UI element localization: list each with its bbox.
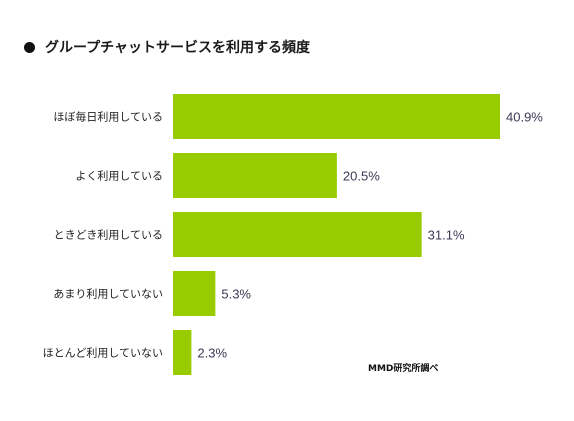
- bar-3: [173, 212, 422, 257]
- category-label-1: ほぼ毎日利用している: [53, 111, 163, 124]
- category-label-5: ほとんど利用していない: [43, 347, 163, 360]
- bar-4: [173, 271, 216, 316]
- value-label-3: 31.1%: [428, 228, 465, 243]
- bar-5: [173, 330, 192, 375]
- chart-title: グループチャットサービスを利用する頻度: [20, 37, 310, 57]
- title-bullet-icon: [24, 41, 35, 53]
- category-label-3: ときどき利用している: [54, 229, 163, 242]
- bar-2: [173, 153, 337, 198]
- category-label-4: あまり利用していない: [53, 288, 163, 301]
- value-label-4: 5.3%: [221, 287, 251, 302]
- chart-title-text: グループチャットサービスを利用する頻度: [45, 40, 311, 56]
- source-note: MMD研究所調べ: [368, 364, 439, 374]
- value-label-2: 20.5%: [343, 169, 380, 184]
- bar-1: [173, 94, 500, 139]
- value-label-1: 40.9%: [506, 110, 543, 125]
- category-label-2: よく利用している: [75, 170, 163, 183]
- value-label-5: 2.3%: [197, 346, 227, 361]
